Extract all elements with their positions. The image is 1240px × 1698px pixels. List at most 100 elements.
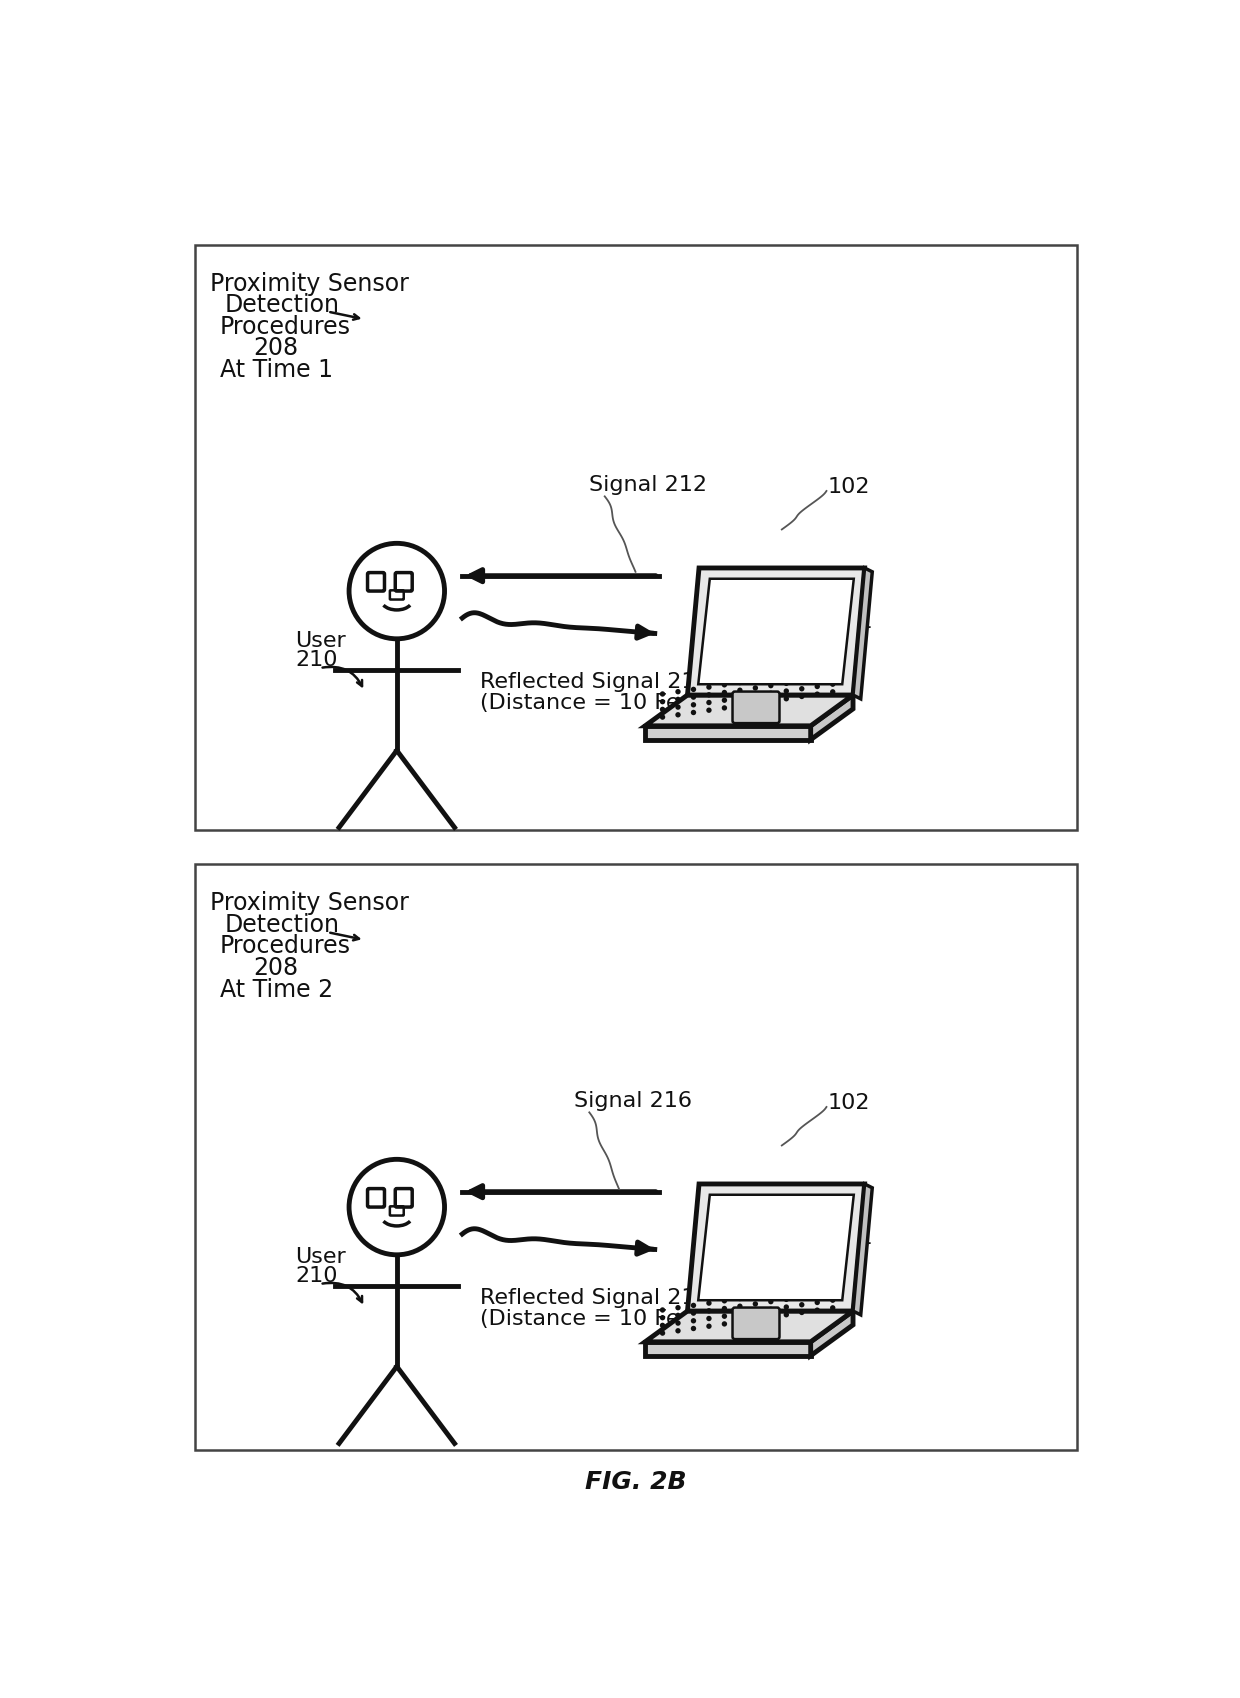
Polygon shape bbox=[853, 567, 872, 700]
Text: Signal 212: Signal 212 bbox=[589, 475, 707, 494]
Circle shape bbox=[707, 1316, 712, 1321]
Circle shape bbox=[799, 686, 805, 691]
Text: Proximity Sensor: Proximity Sensor bbox=[211, 891, 409, 915]
Polygon shape bbox=[645, 1341, 811, 1355]
Circle shape bbox=[815, 1307, 820, 1313]
Circle shape bbox=[676, 689, 681, 694]
Text: Detection: Detection bbox=[224, 294, 340, 318]
Polygon shape bbox=[687, 567, 864, 694]
Circle shape bbox=[784, 696, 789, 701]
Circle shape bbox=[768, 676, 774, 681]
Text: 126-1: 126-1 bbox=[808, 611, 873, 632]
Circle shape bbox=[707, 700, 712, 705]
Text: At Time 2: At Time 2 bbox=[219, 978, 332, 1002]
Circle shape bbox=[676, 1306, 681, 1311]
Circle shape bbox=[676, 1313, 681, 1318]
Circle shape bbox=[722, 705, 727, 710]
Circle shape bbox=[768, 1307, 774, 1313]
Circle shape bbox=[784, 1297, 789, 1302]
Circle shape bbox=[691, 1318, 696, 1323]
Circle shape bbox=[691, 686, 696, 693]
Circle shape bbox=[753, 1301, 758, 1307]
FancyBboxPatch shape bbox=[733, 691, 780, 723]
Circle shape bbox=[830, 666, 836, 671]
Circle shape bbox=[738, 703, 743, 708]
Text: 208: 208 bbox=[253, 956, 298, 980]
Text: (Distance = 10 Feet): (Distance = 10 Feet) bbox=[480, 693, 711, 713]
Circle shape bbox=[768, 1290, 774, 1297]
Circle shape bbox=[691, 1326, 696, 1331]
Circle shape bbox=[707, 1307, 712, 1314]
Polygon shape bbox=[687, 1184, 864, 1311]
Text: FIG. 2B: FIG. 2B bbox=[585, 1470, 686, 1494]
Text: 210: 210 bbox=[295, 650, 337, 671]
Circle shape bbox=[768, 1314, 774, 1319]
Circle shape bbox=[799, 1302, 805, 1307]
Circle shape bbox=[753, 1294, 758, 1299]
Circle shape bbox=[815, 669, 820, 674]
FancyBboxPatch shape bbox=[733, 1307, 780, 1340]
Circle shape bbox=[722, 698, 727, 703]
Circle shape bbox=[707, 1323, 712, 1330]
Circle shape bbox=[691, 694, 696, 700]
Text: 210: 210 bbox=[295, 1267, 337, 1287]
Circle shape bbox=[799, 671, 805, 676]
Circle shape bbox=[784, 672, 789, 678]
Circle shape bbox=[691, 1311, 696, 1316]
Circle shape bbox=[722, 689, 727, 694]
Circle shape bbox=[753, 693, 758, 698]
Circle shape bbox=[660, 1307, 665, 1313]
Circle shape bbox=[676, 696, 681, 701]
Polygon shape bbox=[853, 1184, 872, 1314]
Circle shape bbox=[753, 701, 758, 706]
Circle shape bbox=[738, 1296, 743, 1301]
Circle shape bbox=[707, 693, 712, 698]
Circle shape bbox=[784, 681, 789, 686]
Circle shape bbox=[768, 1299, 774, 1304]
Text: Signal 216: Signal 216 bbox=[574, 1090, 692, 1110]
Circle shape bbox=[768, 698, 774, 703]
Circle shape bbox=[738, 1319, 743, 1324]
Circle shape bbox=[799, 1294, 805, 1299]
Polygon shape bbox=[811, 694, 853, 740]
Polygon shape bbox=[645, 694, 853, 725]
Circle shape bbox=[768, 691, 774, 696]
Bar bbox=[195, 245, 1076, 830]
Circle shape bbox=[830, 1297, 836, 1302]
Circle shape bbox=[691, 701, 696, 708]
Circle shape bbox=[722, 1306, 727, 1311]
Text: Procedures: Procedures bbox=[219, 934, 351, 958]
Circle shape bbox=[784, 1304, 789, 1309]
Circle shape bbox=[660, 715, 665, 720]
Text: 126-1: 126-1 bbox=[808, 1228, 873, 1248]
Polygon shape bbox=[698, 579, 854, 684]
Circle shape bbox=[660, 700, 665, 705]
Circle shape bbox=[738, 1311, 743, 1316]
Circle shape bbox=[784, 1289, 789, 1294]
Circle shape bbox=[691, 710, 696, 715]
Text: (Distance = 10 Feet): (Distance = 10 Feet) bbox=[480, 1309, 711, 1330]
Text: At Time 1: At Time 1 bbox=[219, 358, 332, 382]
Circle shape bbox=[722, 1297, 727, 1304]
Circle shape bbox=[799, 679, 805, 684]
Circle shape bbox=[676, 705, 681, 710]
Bar bbox=[195, 864, 1076, 1450]
Text: 102: 102 bbox=[828, 1094, 870, 1114]
Circle shape bbox=[707, 708, 712, 713]
Circle shape bbox=[784, 1313, 789, 1318]
Circle shape bbox=[738, 1304, 743, 1309]
Circle shape bbox=[815, 1284, 820, 1290]
Circle shape bbox=[660, 1331, 665, 1336]
Text: Procedures: Procedures bbox=[219, 314, 351, 338]
Circle shape bbox=[753, 1316, 758, 1323]
Circle shape bbox=[676, 1328, 681, 1333]
Circle shape bbox=[830, 1282, 836, 1287]
Polygon shape bbox=[645, 725, 811, 740]
Text: Detection: Detection bbox=[224, 914, 340, 937]
Circle shape bbox=[815, 1292, 820, 1297]
Text: Proximity Sensor: Proximity Sensor bbox=[211, 272, 409, 295]
Circle shape bbox=[738, 679, 743, 686]
Text: User: User bbox=[295, 632, 346, 650]
Circle shape bbox=[830, 681, 836, 688]
Circle shape bbox=[784, 688, 789, 694]
